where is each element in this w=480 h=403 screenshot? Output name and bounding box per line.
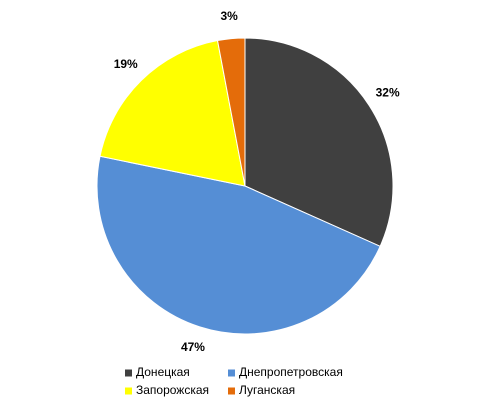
legend-swatch	[125, 369, 132, 377]
data-label: 19%	[114, 57, 138, 71]
legend-swatch	[125, 387, 132, 395]
data-label: 32%	[376, 86, 400, 100]
pie-slice	[244, 37, 394, 247]
data-label: 3%	[220, 9, 238, 23]
legend-label: Донецкая	[136, 365, 190, 379]
pie-slice	[96, 155, 381, 335]
pie-slice	[99, 39, 246, 187]
legend-swatch	[228, 387, 235, 395]
legend-label: Луганская	[239, 383, 295, 397]
legend-label: Днепропетровская	[239, 365, 343, 379]
data-label: 47%	[181, 340, 205, 354]
legend-swatch	[228, 369, 235, 377]
pie-slice	[216, 37, 246, 187]
legend-label: Запорожская	[136, 383, 209, 397]
